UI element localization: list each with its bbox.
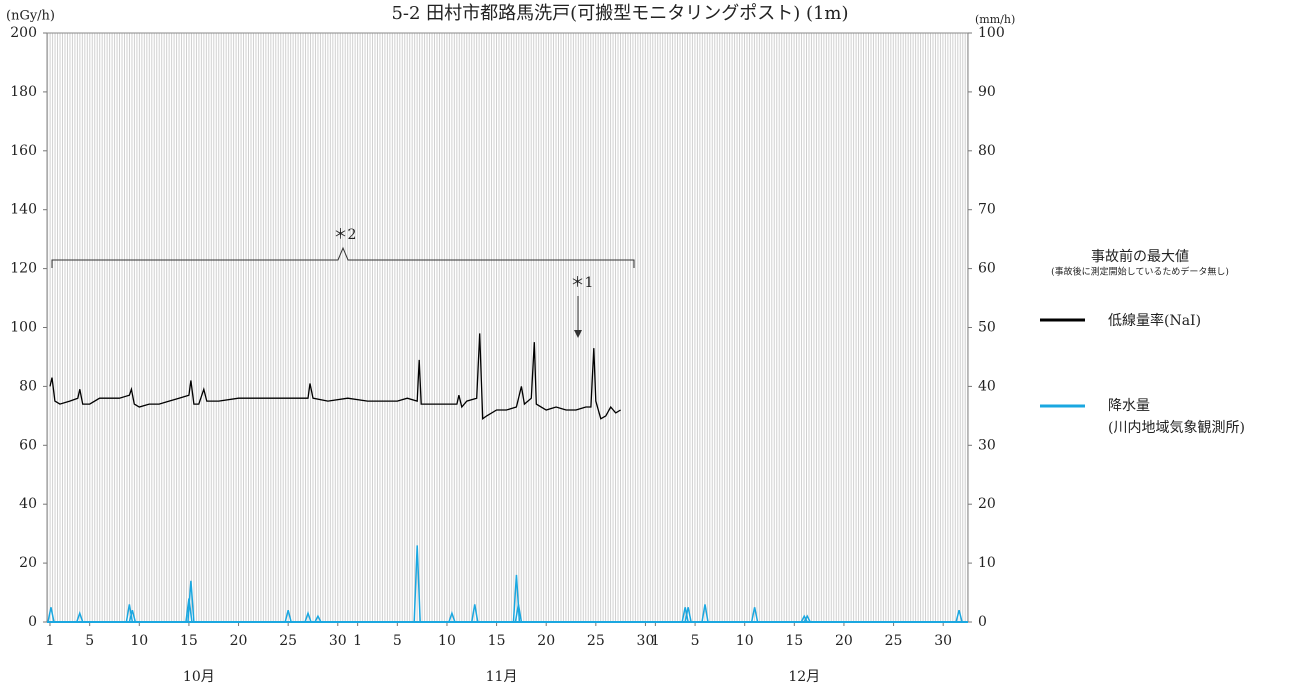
- x-tick-label: 25: [885, 633, 903, 649]
- y-axis-unit: (nGy/h): [6, 9, 55, 24]
- rain-spike: [800, 614, 808, 623]
- series-line: [49, 333, 621, 421]
- x-tick-label: 1: [46, 633, 55, 649]
- x-tick-label: 20: [537, 633, 555, 649]
- month-label: 12月: [788, 669, 820, 685]
- x-tick-label: 25: [279, 633, 297, 649]
- x-tick-label: 15: [488, 633, 506, 649]
- x-tick-label: 1: [353, 633, 362, 649]
- y-tick-label: 80: [19, 378, 37, 394]
- y-tick-label: 180: [10, 84, 37, 100]
- x-tick-label: 5: [393, 633, 402, 649]
- bracket: [51, 246, 635, 268]
- rain-spike: [681, 607, 689, 623]
- legend-label: 低線量率(NaI): [1108, 312, 1201, 329]
- x-tick-label: 5: [691, 633, 700, 649]
- y-tick-label: 60: [19, 437, 37, 453]
- y-tick-label: 120: [10, 261, 37, 277]
- x-tick-label: 30: [637, 633, 655, 649]
- rain-spike: [284, 610, 292, 623]
- y-tick-label: 40: [19, 496, 37, 512]
- y-tick-label: 100: [10, 320, 37, 336]
- y-tick-label: 160: [10, 143, 37, 159]
- rain-spike: [955, 610, 963, 623]
- annotation: ＊2: [334, 227, 357, 243]
- rain-spike: [514, 604, 523, 623]
- annotation: ＊1: [571, 275, 594, 291]
- legend-label: (川内地域気象観測所): [1108, 419, 1245, 436]
- rain-spike: [448, 610, 456, 623]
- rain-spike: [314, 614, 322, 623]
- y2-tick-label: 30: [978, 437, 996, 453]
- rain-spike: [750, 607, 759, 623]
- x-tick-label: 25: [587, 633, 605, 649]
- x-tick-label: 10: [736, 633, 754, 649]
- y2-tick-label: 70: [978, 202, 996, 218]
- y2-tick-label: 10: [978, 555, 996, 571]
- x-tick-label: 30: [934, 633, 952, 649]
- rain-spike: [128, 610, 137, 623]
- y2-axis-unit: (mm/h): [975, 13, 1015, 26]
- rain-spike: [701, 604, 709, 623]
- rain-spike: [471, 604, 479, 623]
- rain-spike: [684, 607, 692, 623]
- y2-tick-label: 60: [978, 261, 996, 277]
- rain-spike: [413, 545, 421, 623]
- x-tick-label: 10: [130, 633, 148, 649]
- rain-spike: [803, 614, 811, 623]
- y2-tick-label: 90: [978, 84, 996, 100]
- rain-spike: [304, 610, 312, 623]
- x-tick-label: 30: [329, 633, 347, 649]
- y-tick-label: 20: [19, 555, 37, 571]
- rain-spike: [47, 607, 55, 623]
- y2-tick-label: 100: [978, 25, 1005, 41]
- x-tick-label: 1: [651, 633, 660, 649]
- arrow-head: [574, 330, 582, 338]
- y-tick-label: 140: [10, 202, 37, 218]
- y2-tick-label: 80: [978, 143, 996, 159]
- rain-spike: [76, 610, 84, 623]
- chart-title: 5-2 田村市都路馬洗戸(可搬型モニタリングポスト) (1m): [391, 3, 848, 24]
- hour-grid: [47, 33, 968, 622]
- x-tick-label: 5: [85, 633, 94, 649]
- x-tick-label: 20: [230, 633, 248, 649]
- y2-tick-label: 50: [978, 320, 996, 336]
- month-label: 10月: [183, 669, 215, 685]
- y-tick-label: 200: [10, 25, 37, 41]
- y-tick-label: 0: [28, 614, 37, 630]
- month-label: 11月: [486, 669, 518, 685]
- rain-spike: [187, 580, 195, 623]
- legend-title: 事故前の最大値: [1091, 248, 1189, 265]
- y2-tick-label: 40: [978, 378, 996, 394]
- y2-tick-label: 0: [978, 614, 987, 630]
- legend-label: 降水量: [1108, 398, 1150, 414]
- x-tick-label: 15: [180, 633, 198, 649]
- x-tick-label: 10: [438, 633, 456, 649]
- x-tick-label: 20: [835, 633, 853, 649]
- x-tick-label: 15: [785, 633, 803, 649]
- legend-note: (事故後に測定開始しているためデータ無し): [1051, 266, 1229, 278]
- y2-tick-label: 20: [978, 496, 996, 512]
